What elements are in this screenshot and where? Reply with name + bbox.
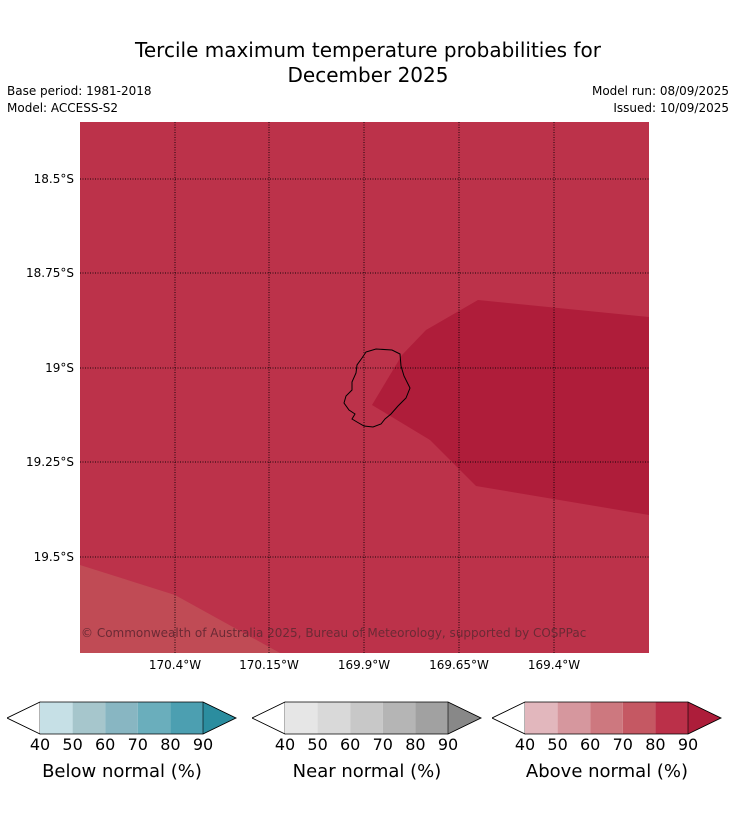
colorbar-segment	[7, 701, 41, 735]
colorbar-tick: 80	[160, 735, 181, 754]
colorbar-segment	[687, 701, 722, 735]
lat-label: 19.25°S	[26, 455, 74, 469]
colorbar-tick: 60	[95, 735, 116, 754]
colorbar-tick: 40	[274, 735, 296, 754]
gridlines	[80, 122, 649, 653]
colorbar-below-normal-svg	[7, 701, 237, 735]
colorbar-segment	[415, 702, 448, 734]
lon-label: 169.4°W	[527, 658, 581, 672]
model-run: Model run: 08/09/2025	[591, 84, 729, 98]
colorbar-segment	[40, 702, 73, 734]
copyright-text: © Commonwealth of Australia 2025, Bureau…	[81, 626, 587, 640]
colorbar-tick: 80	[405, 735, 426, 754]
lower-probability-region	[80, 565, 280, 653]
colorbar-segment	[202, 701, 237, 735]
colorbar-segment	[382, 702, 416, 734]
colorbar-segment	[252, 701, 286, 735]
colorbar-segment	[317, 702, 351, 734]
colorbar-tick: 50	[62, 735, 83, 754]
lat-label: 19.5°S	[33, 550, 74, 564]
colorbar-tick: 90	[677, 735, 699, 754]
colorbar-near-normal-svg	[252, 701, 482, 735]
model-name: Model: ACCESS-S2	[7, 101, 119, 115]
colorbar-segment	[447, 701, 482, 735]
colorbar-label: Above normal (%)	[525, 761, 689, 782]
colorbar-segment	[492, 701, 526, 735]
title-line-2: December 2025	[287, 63, 449, 87]
colorbar-tick: 50	[547, 735, 568, 754]
lat-label: 19°S	[45, 361, 74, 375]
run-info: Model run: 08/09/2025 Issued: 10/09/2025	[592, 83, 729, 117]
colorbar-label: Below normal (%)	[42, 761, 202, 782]
issued-date: Issued: 10/09/2025	[613, 101, 729, 115]
colorbar-tick: 40	[514, 735, 536, 754]
colorbar-segment	[105, 702, 138, 734]
colorbar-tick: 80	[645, 735, 666, 754]
base-info: Base period: 1981-2018 Model: ACCESS-S2	[7, 83, 152, 117]
colorbar-tick: 60	[340, 735, 361, 754]
lat-label: 18.75°S	[26, 266, 74, 280]
colorbar-segment	[590, 702, 623, 734]
title-line-1: Tercile maximum temperature probabilitie…	[135, 38, 601, 62]
colorbar-outline	[7, 701, 237, 735]
colorbar-above-normal-svg	[492, 701, 722, 735]
colorbar-tick: 70	[127, 735, 148, 754]
higher-probability-region	[372, 300, 649, 515]
colorbar-tick: 90	[437, 735, 459, 754]
colorbar-segment	[655, 702, 688, 734]
lon-label: 170.4°W	[148, 658, 202, 672]
colorbar-outline	[252, 701, 482, 735]
colorbar-segment	[622, 702, 656, 734]
colorbar-tick: 50	[307, 735, 328, 754]
colorbar-segment	[137, 702, 171, 734]
colorbar-segment	[170, 702, 203, 734]
colorbar-segment	[285, 702, 318, 734]
lon-label: 170.15°W	[239, 658, 299, 672]
colorbar-tick: 40	[29, 735, 51, 754]
base-period: Base period: 1981-2018	[7, 84, 152, 98]
lat-label: 18.5°S	[33, 172, 74, 186]
colorbar-segment	[72, 702, 106, 734]
lon-label: 169.9°W	[337, 658, 391, 672]
colorbar-segment	[525, 702, 558, 734]
colorbar-outline	[492, 701, 722, 735]
colorbar-segment	[350, 702, 383, 734]
colorbar-tick: 60	[580, 735, 601, 754]
colorbar-tick: 70	[372, 735, 393, 754]
niue-coastline	[343, 348, 411, 428]
colorbar-tick: 70	[612, 735, 633, 754]
chart-title: Tercile maximum temperature probabilitie…	[0, 38, 736, 88]
colorbar-label: Near normal (%)	[292, 761, 442, 782]
colorbar-segment	[557, 702, 591, 734]
lon-label: 169.65°W	[429, 658, 489, 672]
colorbar-tick: 90	[192, 735, 214, 754]
